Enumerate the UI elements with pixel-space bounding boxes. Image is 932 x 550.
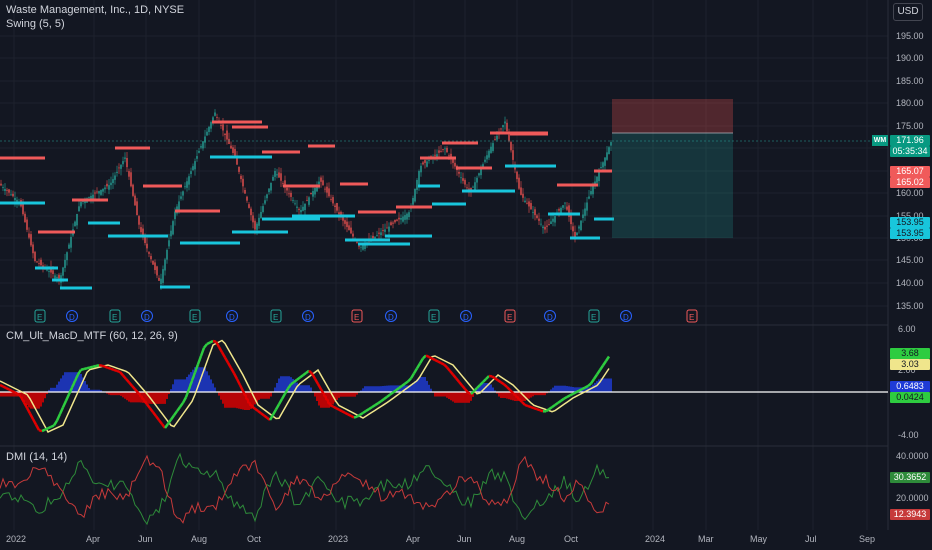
symbol-tag: WM	[872, 135, 888, 146]
grid	[0, 0, 888, 530]
swing-levels	[0, 120, 614, 290]
price-tick-label: 175.00	[896, 121, 924, 131]
histogram-value-tag: 0.6483	[890, 381, 930, 392]
macd-line	[0, 339, 611, 433]
time-tick-label: Mar	[698, 534, 714, 544]
time-tick-label: Jul	[805, 534, 817, 544]
time-tick-label: Apr	[406, 534, 420, 544]
dividend-marker[interactable]: D	[544, 310, 556, 323]
dmi-plus-line	[0, 452, 610, 526]
svg-text:E: E	[354, 313, 359, 322]
time-tick-label: Jun	[138, 534, 153, 544]
currency-button[interactable]: USD	[893, 3, 923, 21]
signal-value-tag: 3.03	[890, 359, 930, 370]
svg-text:E: E	[591, 313, 596, 322]
price-candles	[0, 109, 612, 290]
svg-text:D: D	[69, 313, 75, 322]
dmi-legend[interactable]: DMI (14, 14)	[6, 451, 68, 463]
price-tick-label: 190.00	[896, 53, 924, 63]
dividend-marker[interactable]: D	[460, 310, 472, 323]
earnings-marker[interactable]: E	[686, 309, 698, 323]
swing-low-tag: 153.95	[890, 217, 930, 228]
earnings-marker[interactable]: E	[109, 309, 121, 323]
macd-tick-label: 2.00	[898, 365, 916, 375]
swing-high-tag: 165.02	[890, 177, 930, 188]
dmi-plus-tag: 30.3652	[890, 472, 930, 483]
macd-legend[interactable]: CM_Ult_MacD_MTF (60, 12, 26, 9)	[6, 330, 178, 342]
price-tick-label: 180.00	[896, 98, 924, 108]
swing-indicator-legend[interactable]: Swing (5, 5)	[6, 18, 65, 30]
svg-text:D: D	[388, 313, 394, 322]
time-tick-label: Sep	[859, 534, 875, 544]
svg-text:D: D	[229, 313, 235, 322]
svg-text:D: D	[144, 313, 150, 322]
svg-text:E: E	[507, 313, 512, 322]
earnings-marker[interactable]: E	[189, 309, 201, 323]
svg-text:E: E	[431, 313, 436, 322]
time-tick-label: Apr	[86, 534, 100, 544]
dmi-tick-label: 20.0000	[896, 493, 929, 503]
time-tick-label: Aug	[509, 534, 525, 544]
time-axis[interactable]: 2022 Apr Jun Aug Oct 2023 Apr Jun Aug Oct 2024 Mar M…	[6, 534, 875, 544]
stop-loss-zone[interactable]	[612, 99, 733, 133]
price-tick-label: 135.00	[896, 301, 924, 311]
price-tick-label: 155.00	[896, 211, 924, 221]
macd-tick-label: -4.00	[898, 430, 919, 440]
time-tick-label: Jun	[457, 534, 472, 544]
time-tick-label: 2023	[328, 534, 348, 544]
svg-text:E: E	[689, 313, 694, 322]
dividend-marker[interactable]: D	[66, 310, 78, 323]
dmi-minus-tag: 12.3943	[890, 509, 930, 520]
svg-text:D: D	[547, 313, 553, 322]
time-tick-label: Aug	[191, 534, 207, 544]
dmi-tick-label: 40.0000	[896, 451, 929, 461]
countdown-tag: 05:35:34	[890, 146, 930, 157]
svg-text:E: E	[273, 313, 278, 322]
take-profit-zone[interactable]	[612, 133, 733, 238]
price-tick-label: 160.00	[896, 188, 924, 198]
histogram-value-tag: 0.0424	[890, 392, 930, 403]
earnings-marker[interactable]: E	[428, 309, 440, 323]
price-tick-label: 195.00	[896, 31, 924, 41]
dividend-marker[interactable]: D	[620, 310, 632, 323]
price-tick-label: 140.00	[896, 278, 924, 288]
earnings-marker[interactable]: E	[270, 309, 282, 323]
time-tick-label: Oct	[247, 534, 262, 544]
time-tick-label: May	[750, 534, 768, 544]
time-tick-label: 2022	[6, 534, 26, 544]
earnings-marker[interactable]: E	[351, 309, 363, 323]
time-tick-label: 2024	[645, 534, 665, 544]
symbol-legend[interactable]: Waste Management, Inc., 1D, NYSE	[6, 4, 185, 16]
svg-text:E: E	[37, 313, 42, 322]
svg-text:D: D	[305, 313, 311, 322]
svg-text:E: E	[112, 313, 117, 322]
earnings-marker[interactable]: E	[588, 309, 600, 323]
swing-high-tag: 165.07	[890, 166, 930, 177]
price-tick-label: 185.00	[896, 76, 924, 86]
dividend-marker[interactable]: D	[226, 310, 238, 323]
last-price-tag: 171.96	[890, 135, 930, 146]
dividend-marker[interactable]: D	[302, 310, 314, 323]
earnings-marker[interactable]: E	[34, 309, 46, 323]
svg-text:E: E	[192, 313, 197, 322]
svg-text:D: D	[463, 313, 469, 322]
time-tick-label: Oct	[564, 534, 579, 544]
macd-tick-label: 6.00	[898, 324, 916, 334]
price-tick-label: 145.00	[896, 255, 924, 265]
dmi-minus-line	[0, 454, 610, 524]
macd-axis: 6.00 2.00 -4.00	[898, 324, 919, 440]
swing-low-tag: 153.95	[890, 228, 930, 239]
earnings-marker[interactable]: E	[504, 309, 516, 323]
dmi-axis: 40.0000 20.0000	[896, 451, 929, 503]
svg-text:D: D	[623, 313, 629, 322]
dividend-marker[interactable]: D	[385, 310, 397, 323]
macd-value-tag: 3.68	[890, 348, 930, 359]
dividend-marker[interactable]: D	[141, 310, 153, 323]
